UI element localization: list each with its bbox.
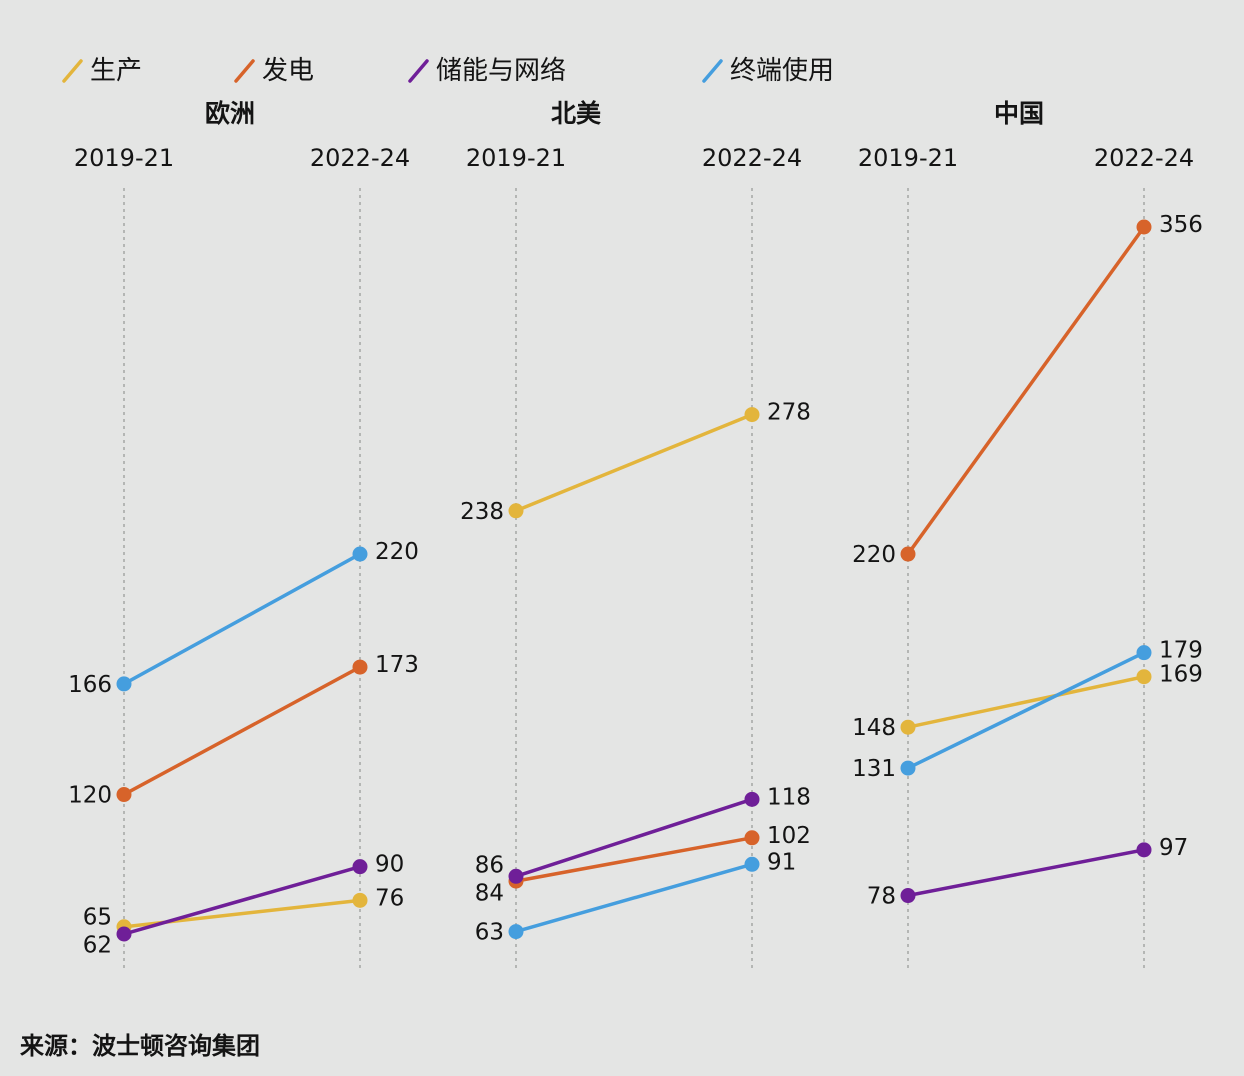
panel-title: 北美 [551,99,601,128]
value-label-storage-grid-start: 86 [475,853,504,879]
series-line-storage-grid [907,848,1145,898]
value-label-end-use-end: 179 [1159,638,1203,664]
point-storage-grid-start [116,926,132,942]
value-label-generation-start: 220 [852,542,896,568]
series-line-production [907,674,1145,729]
legend-swatch [408,59,429,83]
series-line-storage-grid [515,797,753,878]
value-label-end-use-start: 166 [68,672,112,698]
period-label: 2019-21 [74,144,174,172]
value-label-end-use-end: 91 [767,849,796,875]
point-storage-grid-start [900,888,916,904]
series-line-end-use [907,651,1145,770]
value-label-production-end: 169 [1159,662,1203,688]
period-label: 2022-24 [310,144,410,172]
point-storage-grid-end [1136,842,1152,858]
legend-swatch [702,59,723,83]
value-label-storage-grid-start: 78 [867,884,896,910]
source-note: 来源：波士顿咨询集团 [20,1032,260,1060]
value-label-production-end: 278 [767,400,811,426]
panel-title: 欧洲 [205,99,255,128]
value-label-end-use-start: 63 [475,920,504,946]
point-production-end [1136,669,1152,685]
value-label-storage-grid-end: 118 [767,784,811,810]
period-label: 2019-21 [858,144,958,172]
value-label-production-start: 65 [83,904,112,930]
series-line-production [515,412,753,513]
point-production-end [352,892,368,908]
legend-swatch [62,59,83,83]
value-label-storage-grid-end: 90 [375,852,404,878]
point-storage-grid-end [352,859,368,875]
point-end-use-start [900,760,916,776]
period-label: 2019-21 [466,144,566,172]
period-label: 2022-24 [1094,144,1194,172]
legend-label: 生产 [90,56,142,86]
value-label-production-end: 76 [375,885,404,911]
point-generation-start [900,546,916,562]
legend-label: 终端使用 [730,56,834,86]
point-production-start [900,719,916,735]
point-end-use-end [1136,645,1152,661]
series-line-end-use [515,862,753,934]
point-storage-grid-start [508,868,524,884]
value-label-generation-end: 356 [1159,212,1203,238]
point-storage-grid-end [744,791,760,807]
series-line-generation [515,836,753,883]
point-end-use-end [744,856,760,872]
point-end-use-start [116,676,132,692]
series-line-generation [906,225,1146,556]
point-generation-end [1136,219,1152,235]
value-label-generation-start: 84 [475,881,504,907]
period-label: 2022-24 [702,144,802,172]
series-line-storage-grid [123,864,361,936]
value-label-production-start: 238 [460,499,504,525]
legend-swatch [234,59,255,83]
value-label-generation-start: 120 [68,783,112,809]
value-label-generation-end: 173 [375,652,419,678]
point-generation-end [744,830,760,846]
value-label-end-use-end: 220 [375,539,419,565]
value-label-storage-grid-start: 62 [83,932,112,958]
point-production-end [744,407,760,423]
value-label-storage-grid-end: 97 [1159,835,1188,861]
point-production-start [508,503,524,519]
point-end-use-end [352,546,368,562]
series-line-generation [123,665,361,797]
value-label-generation-end: 102 [767,823,811,849]
point-generation-end [352,659,368,675]
point-generation-start [116,787,132,803]
legend-label: 储能与网络 [436,56,566,86]
legend-label: 发电 [262,56,314,86]
point-end-use-start [508,924,524,940]
value-label-end-use-start: 131 [852,756,896,782]
series-line-end-use [123,552,361,686]
panel-title: 中国 [994,99,1044,128]
value-label-production-start: 148 [852,715,896,741]
